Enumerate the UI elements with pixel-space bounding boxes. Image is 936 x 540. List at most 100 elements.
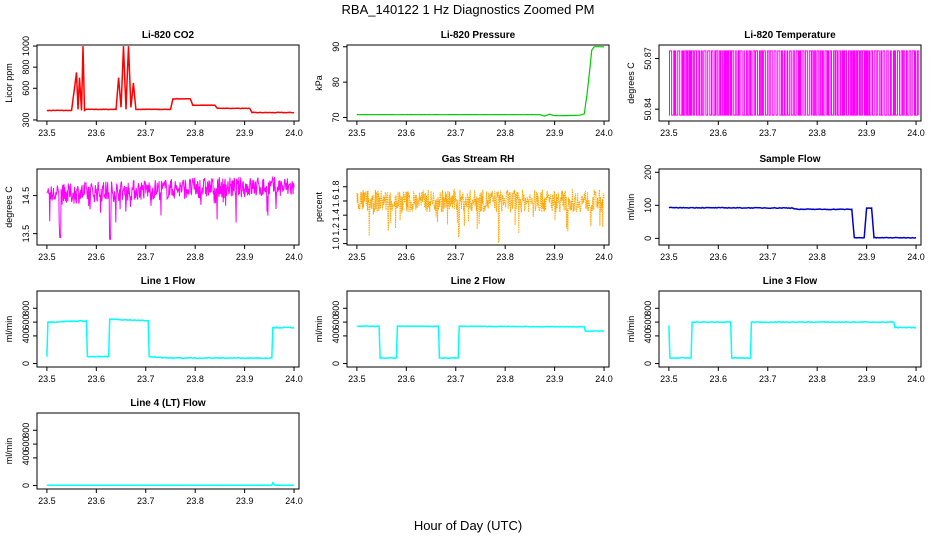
series-group [46,318,295,360]
chart-panel-rh: Gas Stream RH percent 23.5 23.6 23.7 23.8 23.9… [314,154,613,262]
x-tick-label: 24.0 [907,374,925,384]
chart-panel-line3: Line 3 Flow ml/min 23.5 23.6 23.7 23.8 23.9 24.… [626,276,925,384]
y-tick-label: 600 [21,81,31,96]
y-tick-label: 50.87 [643,47,653,70]
plot-frame [658,44,922,122]
y-axis-label: ml/min [4,316,14,343]
y-tick-label: 100 [643,198,653,213]
x-tick-label: 23.8 [808,252,826,262]
x-tick-label: 23.9 [236,128,254,138]
x-tick-label: 23.8 [186,374,204,384]
x-tick-label: 24.0 [285,374,303,384]
y-axis-label: Licor ppm [4,63,14,103]
chart-panel-ambient: Ambient Box Temperature degrees C 23.5 23.6… [4,154,303,262]
y-axis-label: degrees C [626,62,636,104]
y-tick-label: 70 [331,112,341,122]
y-tick-label: 400 [331,328,341,343]
x-tick-label: 24.0 [285,496,303,506]
panel-grid: Li-820 CO2 Licor ppm 23.5 23.6 23.7 23.8 23.9 2… [4,30,925,506]
figure-title: RBA_140122 1 Hz Diagnostics Zoomed PM [342,2,595,17]
x-tick-label: 23.9 [858,374,876,384]
series-line [46,481,295,487]
y-tick-label: 1000 [21,36,31,56]
x-tick-label: 23.9 [236,252,254,262]
x-tick-label: 23.6 [710,128,728,138]
panel-title: Gas Stream RH [442,154,515,165]
chart-panel-co2: Li-820 CO2 Licor ppm 23.5 23.6 23.7 23.8 23.9 2… [4,30,303,138]
x-tick-label: 24.0 [595,128,613,138]
series-line [668,320,917,360]
x-tick-label: 23.8 [186,496,204,506]
x-tick-label: 23.8 [186,128,204,138]
series-group [668,206,917,239]
x-tick-label: 24.0 [285,128,303,138]
y-tick-label: 400 [643,328,653,343]
x-tick-label: 23.5 [660,252,678,262]
y-tick-label: 1.6 [331,195,341,208]
panel-title: Li-820 Pressure [441,30,516,41]
panel-title: Line 3 Flow [763,276,818,287]
x-tick-label: 23.9 [858,128,876,138]
x-tick-label: 24.0 [285,252,303,262]
series-line [46,46,295,114]
x-tick-label: 23.5 [348,252,366,262]
x-tick-label: 23.7 [759,374,777,384]
x-tick-label: 23.5 [38,496,56,506]
x-tick-label: 23.5 [348,374,366,384]
y-tick-label: 0 [643,236,653,241]
series-line [356,188,605,243]
chart-panel-sample_flow: Sample Flow ml/min 23.5 23.6 23.7 23.8 23.9 24.… [626,154,925,262]
y-tick-label: 90 [331,42,341,52]
plot-frame [346,44,610,122]
x-tick-label: 24.0 [595,252,613,262]
y-tick-label: 1.2 [331,223,341,236]
y-tick-label: 600 [21,315,31,330]
series-line [356,325,605,360]
plot-frame [36,290,300,368]
plot-frame [36,168,300,246]
y-axis-label: percent [314,191,324,222]
series-line [356,46,605,117]
chart-panel-licor_temp: Li-820 Temperature degrees C 23.5 23.6 23.7 2… [626,30,925,138]
plot-frame [346,168,610,246]
series-line [668,50,920,116]
series-group [668,50,920,116]
y-tick-label: 800 [21,301,31,316]
x-tick-label: 24.0 [907,128,925,138]
x-tick-label: 23.7 [137,252,155,262]
x-tick-label: 23.9 [546,252,564,262]
x-tick-label: 23.7 [759,252,777,262]
y-axis-label: ml/min [314,316,324,343]
plot-frame [346,290,610,368]
plot-frame [658,168,922,246]
x-tick-label: 23.6 [88,128,106,138]
y-tick-label: 400 [21,450,31,465]
chart-panel-line4: Line 4 (LT) Flow ml/min 23.5 23.6 23.7 23.8 23… [4,398,303,506]
series-group [46,481,295,487]
panel-title: Line 4 (LT) Flow [130,398,206,409]
y-axis-label: ml/min [626,194,636,221]
x-tick-label: 23.8 [808,374,826,384]
series-line [668,206,917,239]
x-tick-label: 23.6 [710,374,728,384]
x-tick-label: 23.6 [88,496,106,506]
y-tick-label: 80 [331,77,341,87]
y-tick-label: 0 [21,361,31,366]
plot-frame [658,290,922,368]
x-tick-label: 23.7 [759,128,777,138]
x-tick-label: 23.5 [660,128,678,138]
panel-title: Li-820 CO2 [142,30,195,41]
y-tick-label: 1.4 [331,209,341,222]
y-tick-label: 14.5 [21,187,31,205]
x-tick-label: 23.9 [236,374,254,384]
y-tick-label: 400 [21,328,31,343]
x-tick-label: 23.7 [137,128,155,138]
panel-title: Ambient Box Temperature [106,154,231,165]
plot-frame [36,412,300,490]
x-tick-label: 23.8 [496,128,514,138]
y-axis-label: ml/min [4,438,14,465]
series-group [356,46,605,117]
x-tick-label: 23.9 [858,252,876,262]
y-tick-label: 800 [643,301,653,316]
